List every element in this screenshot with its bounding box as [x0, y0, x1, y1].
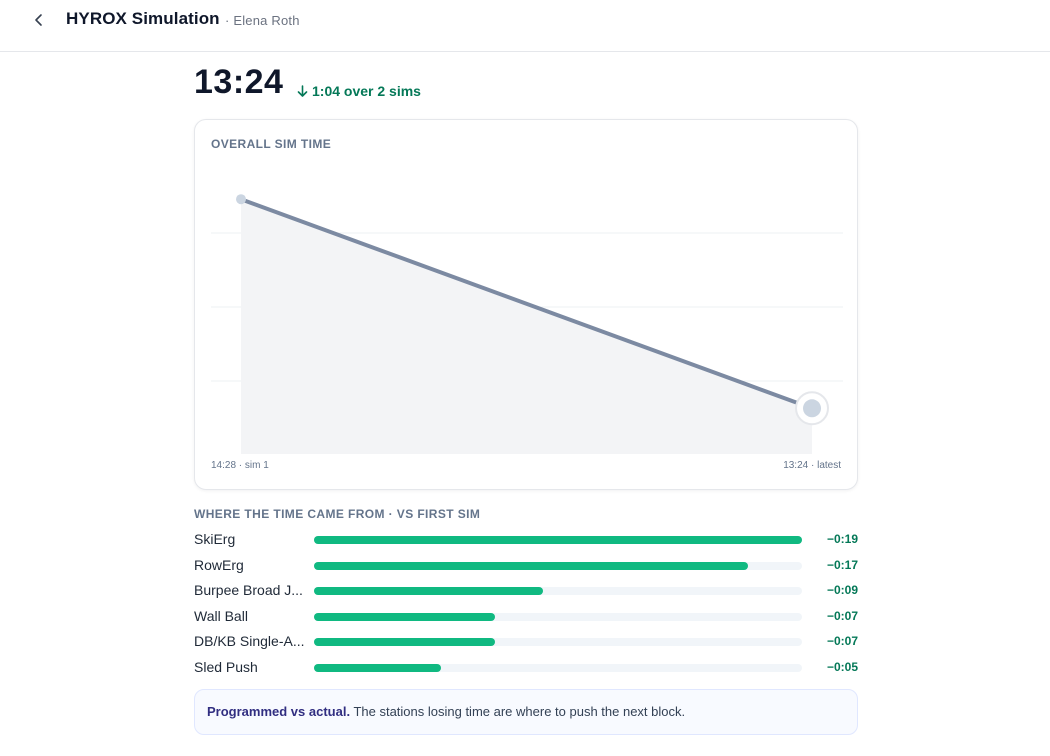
chart-points [236, 194, 829, 426]
station-row: SkiErg −0:19 [194, 529, 858, 555]
station-bar-fill [314, 536, 802, 544]
station-name: DB/KB Single-A... [194, 633, 305, 649]
station-bar-track [314, 638, 802, 646]
time-delta: 1:04 over 2 sims [297, 83, 421, 99]
station-bar-track [314, 536, 802, 544]
chevron-left-icon [35, 14, 42, 26]
insight-note: Programmed vs actual. The stations losin… [194, 689, 858, 735]
station-row: Wall Ball −0:07 [194, 606, 858, 632]
overall-time-chart [211, 194, 843, 454]
station-row: Burpee Broad J... −0:09 [194, 580, 858, 606]
overall-sim-time-card: OVERALL SIM TIME 14:28 · sim 1 13:24 · l… [194, 119, 858, 490]
data-point-latest [803, 399, 821, 418]
chart-area [241, 199, 812, 454]
station-row: Sled Push −0:05 [194, 657, 858, 683]
station-bar-track [314, 587, 802, 595]
station-bar-track [314, 612, 802, 621]
station-name: Wall Ball [194, 607, 248, 624]
data-point-first [236, 194, 246, 205]
station-row: RowErg −0:17 [194, 555, 858, 581]
latest-sim-label: 13:24 · latest [783, 460, 841, 471]
note-text: The stations losing time are where to pu… [350, 704, 686, 719]
first-sim-label: 14:28 · sim 1 [211, 460, 269, 471]
station-time-saved: −0:07 [826, 634, 858, 648]
station-bar-track [314, 561, 802, 570]
station-bar-fill [314, 587, 544, 595]
station-time-saved: −0:19 [826, 532, 858, 546]
breakdown-title: WHERE THE TIME CAME FROM · VS FIRST SIM [194, 507, 481, 521]
note-heading: Programmed vs actual. [207, 704, 351, 719]
time-delta-text: 1:04 over 2 sims [312, 83, 421, 99]
station-breakdown-list: SkiErg −0:19 RowErg −0:17 Burpee Broad J... −… [194, 529, 858, 682]
station-bar-fill [314, 663, 441, 672]
app-header: HYROX Simulation · Elena Roth [0, 0, 1050, 52]
station-time-saved: −0:09 [826, 583, 858, 597]
chart-line [239, 197, 814, 411]
station-name: Sled Push [194, 658, 258, 675]
latest-sim-time: 13:24 [194, 63, 284, 101]
station-bar-track [314, 663, 802, 672]
card-title: OVERALL SIM TIME [211, 137, 332, 151]
arrow-down-icon [297, 85, 308, 97]
page-title: HYROX Simulation [66, 9, 220, 28]
station-time-saved: −0:07 [826, 608, 858, 623]
station-bar-fill [314, 612, 495, 621]
station-bar-fill [314, 638, 495, 646]
station-time-saved: −0:05 [826, 659, 858, 674]
station-name: SkiErg [194, 531, 236, 547]
station-name: RowErg [194, 556, 244, 573]
back-button[interactable] [27, 8, 51, 32]
station-time-saved: −0:17 [826, 557, 858, 572]
station-row: DB/KB Single-A... −0:07 [194, 631, 858, 657]
station-name: Burpee Broad J... [194, 582, 303, 598]
station-bar-fill [314, 561, 749, 570]
athlete-name: · Elena Roth [225, 13, 300, 28]
